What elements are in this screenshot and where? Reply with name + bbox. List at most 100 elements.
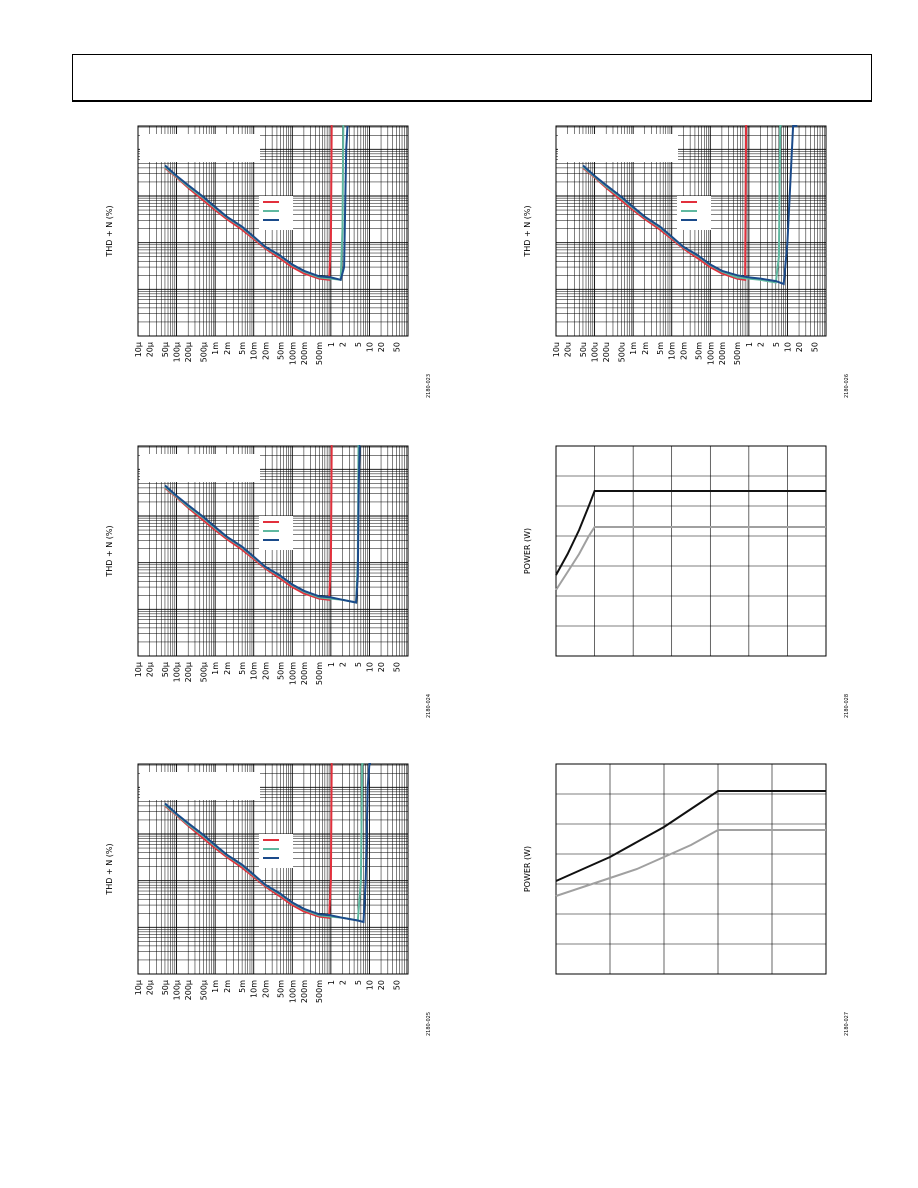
x-tick-label: 20 xyxy=(377,662,386,672)
series-line xyxy=(555,526,826,591)
plot-area xyxy=(555,763,827,975)
x-tick-label: 5 xyxy=(354,662,363,667)
x-tick-label: 100m xyxy=(288,662,297,685)
x-tick-label: 200m xyxy=(300,342,309,365)
x-tick-label: 1m xyxy=(629,342,638,355)
x-tick-label: 2 xyxy=(338,662,347,667)
x-tick-label: 5 xyxy=(354,342,363,347)
series-line xyxy=(555,829,826,897)
figure-code: 2180-028 xyxy=(844,694,850,718)
x-tick-label: 20m xyxy=(679,342,688,360)
y-axis-label: THD + N (%) xyxy=(523,205,532,257)
thd-chart-3: 10µ 20µ 50µ 100µ 200µ 500µ 1m 2m 5m 10m 20m 50m 100m… xyxy=(105,445,432,718)
x-tick-label: 10µ xyxy=(134,980,143,995)
x-tick-label: 20 xyxy=(377,980,386,990)
x-tick-label: 50 xyxy=(392,342,401,352)
series-line xyxy=(164,763,371,924)
x-tick-label: 200µ xyxy=(184,662,193,682)
x-tick-label: 20 xyxy=(795,342,804,352)
x-tick-label: 100m xyxy=(288,980,297,1003)
x-tick-label: 20m xyxy=(261,980,270,998)
series-line xyxy=(582,125,798,286)
x-tick-label: 1m xyxy=(211,342,220,355)
y-axis-label: THD + N (%) xyxy=(105,525,114,577)
series-line xyxy=(164,445,361,604)
x-tick-label: 50m xyxy=(277,980,286,998)
x-tick-label: 5 xyxy=(354,980,363,985)
x-tick-label: 20µ xyxy=(146,980,155,995)
figure-code: 2180-026 xyxy=(844,374,850,398)
x-tick-label: 2 xyxy=(338,342,347,347)
series-line xyxy=(164,125,349,282)
x-tick-label: 200m xyxy=(300,980,309,1003)
plot-frame xyxy=(555,763,827,975)
conditions-box xyxy=(140,772,260,800)
x-tick-label: 2m xyxy=(223,662,232,675)
figure-code: 2180-027 xyxy=(844,1012,850,1036)
x-tick-label: 500u xyxy=(618,342,627,362)
x-tick-label: 20µ xyxy=(146,342,155,357)
x-tick-label: 100µ xyxy=(173,342,182,362)
x-tick-label: 5m xyxy=(238,980,247,993)
x-tick-label: 50 xyxy=(392,980,401,990)
x-tick-label: 20 xyxy=(377,342,386,352)
x-tick-label: 50m xyxy=(277,342,286,360)
x-tick-label: 10m xyxy=(250,342,259,360)
thd-chart-2: 10u 20u 50u 100u 200u 500u 1m 2m 5m 10m 20m 50m 100m… xyxy=(523,125,850,398)
x-tick-label: 100µ xyxy=(173,980,182,1000)
x-tick-label: 10u xyxy=(552,342,561,357)
figure-code: 2180-023 xyxy=(426,374,432,398)
x-tick-label: 50µ xyxy=(161,980,170,995)
y-axis-label: THD + N (%) xyxy=(105,843,114,895)
x-tick-label: 500m xyxy=(315,342,324,365)
x-tick-label: 100m xyxy=(288,342,297,365)
x-tick-label: 200u xyxy=(602,342,611,362)
plot-area: 10u 20u 50u 100u 200u 500u 1m 2m 5m 10m 20m 50m 100m… xyxy=(552,125,827,365)
x-tick-label: 500µ xyxy=(200,662,209,682)
x-tick-label: 1m xyxy=(211,980,220,993)
x-tick-label: 100m xyxy=(706,342,715,365)
x-tick-label: 10 xyxy=(365,342,374,352)
x-tick-label: 200µ xyxy=(184,980,193,1000)
x-tick-label: 10 xyxy=(365,662,374,672)
x-tick-label: 10m xyxy=(668,342,677,360)
figure-code: 2180-025 xyxy=(426,1012,432,1036)
x-tick-label: 20m xyxy=(261,662,270,680)
power-chart-2: POWER (W) 2180-027 xyxy=(523,763,850,1036)
plot-area: 10µ 20µ 50µ 100µ 200µ 500µ 1m 2m 5m 10m 20m 50m 100m… xyxy=(134,125,409,365)
x-tick-label: 500µ xyxy=(200,980,209,1000)
x-tick-label: 5m xyxy=(656,342,665,355)
x-tick-label: 5m xyxy=(238,342,247,355)
x-tick-label: 10µ xyxy=(134,342,143,357)
x-tick-label: 500m xyxy=(315,662,324,685)
y-axis-label: THD + N (%) xyxy=(105,205,114,257)
series-line xyxy=(555,790,826,882)
x-tick-label: 2m xyxy=(223,980,232,993)
x-tick-label: 200m xyxy=(300,662,309,685)
x-tick-label: 10m xyxy=(250,662,259,680)
x-tick-label: 10 xyxy=(365,980,374,990)
x-tick-label: 200µ xyxy=(184,342,193,362)
page-header-box xyxy=(72,54,872,102)
series-line xyxy=(164,763,333,919)
x-tick-label: 20m xyxy=(261,342,270,360)
x-tick-label: 50u xyxy=(579,342,588,357)
conditions-box xyxy=(558,134,678,162)
conditions-box xyxy=(140,134,260,162)
series-line xyxy=(164,125,333,281)
x-tick-label: 50µ xyxy=(161,342,170,357)
x-tick-label: 2 xyxy=(756,342,765,347)
x-tick-label: 2m xyxy=(223,342,232,355)
conditions-box xyxy=(140,454,260,482)
x-tick-label: 1 xyxy=(745,342,754,347)
x-tick-label: 5 xyxy=(772,342,781,347)
series-line xyxy=(164,445,333,601)
x-tick-label: 50m xyxy=(277,662,286,680)
x-tick-label: 50m xyxy=(695,342,704,360)
x-tick-label: 20u xyxy=(564,342,573,357)
x-tick-label: 500µ xyxy=(200,342,209,362)
y-axis-label: POWER (W) xyxy=(523,846,532,892)
x-tick-label: 500m xyxy=(315,980,324,1003)
x-tick-label: 50 xyxy=(392,662,401,672)
y-axis-label: POWER (W) xyxy=(523,528,532,574)
